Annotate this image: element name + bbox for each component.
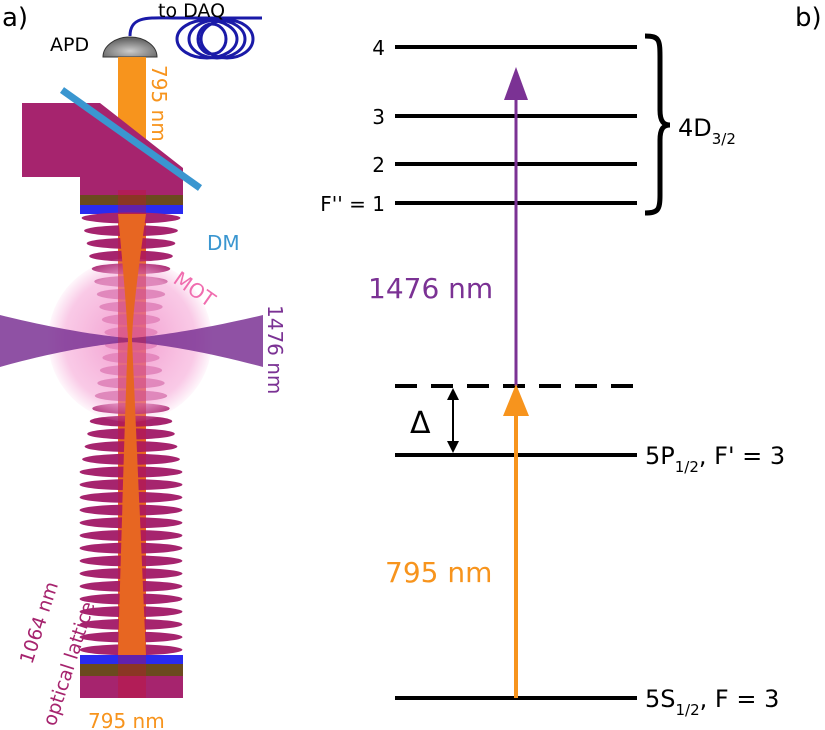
objective-mount [22,103,183,195]
lens-holder-bottom [80,664,183,676]
detuning-label: Δ [410,406,431,441]
level-label-2: 2 [372,153,385,177]
arrowhead-795 [503,384,529,416]
apd-detector [102,36,158,58]
beam-overlap [118,190,146,698]
level-label-4: 4 [372,36,385,60]
level-5p-label: 5P1/2, F' = 3 [645,442,785,476]
detuning-arrowhead-up [447,388,459,400]
lens-top [80,205,183,214]
panel-a-label: a) [2,3,28,33]
fiber [128,16,262,37]
fiber-coil [175,18,255,60]
panel-b-label: b) [795,3,822,33]
dm-label: DM [207,231,240,255]
level-label-3: 3 [372,105,385,129]
objective-mount-bottom [80,676,183,698]
brace-4d [644,33,671,216]
daq-label: to DAQ [158,0,225,22]
arrowhead-1476 [504,67,528,100]
group-4d-label: 4D3/2 [678,114,736,148]
beam-1476-label: 1476 nm [263,305,287,394]
transition-lower-label: 795 nm [385,556,492,589]
beam-top-label: 795 nm [147,65,171,142]
apd-label: APD [50,34,89,56]
level-label-1: F'' = 1 [320,192,385,216]
dichroic-mirror [59,87,203,191]
lens-bottom [80,655,183,664]
level-5s-label: 5S1/2, F = 3 [645,685,779,719]
lens-holder-top [80,195,183,205]
detuning-arrowhead-down [447,441,459,453]
transition-upper-label: 1476 nm [368,272,493,305]
beam-bottom-label: 795 nm [88,709,165,730]
probe-beam-waist [118,214,146,655]
lattice-label-1: 1064 nm [16,579,63,667]
